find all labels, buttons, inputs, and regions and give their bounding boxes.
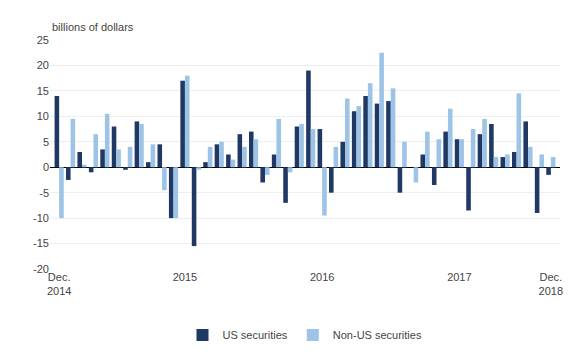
svg-text:Non-US securities: Non-US securities	[333, 329, 422, 341]
svg-text:-20: -20	[33, 263, 49, 275]
svg-text:US securities: US securities	[223, 329, 288, 341]
svg-text:0: 0	[43, 161, 49, 173]
svg-text:5: 5	[43, 136, 49, 148]
svg-text:Dec.2014: Dec.2014	[47, 271, 71, 297]
svg-text:2015: 2015	[173, 271, 197, 283]
svg-text:20: 20	[37, 59, 49, 71]
svg-text:Dec.2018: Dec.2018	[539, 271, 563, 297]
svg-text:10: 10	[37, 110, 49, 122]
svg-text:25: 25	[37, 34, 49, 46]
svg-text:-15: -15	[33, 237, 49, 249]
svg-text:-10: -10	[33, 212, 49, 224]
svg-text:-5: -5	[39, 187, 49, 199]
svg-text:2017: 2017	[447, 271, 471, 283]
svg-text:2016: 2016	[310, 271, 334, 283]
svg-text:billions of dollars: billions of dollars	[52, 21, 134, 33]
svg-text:15: 15	[37, 85, 49, 97]
